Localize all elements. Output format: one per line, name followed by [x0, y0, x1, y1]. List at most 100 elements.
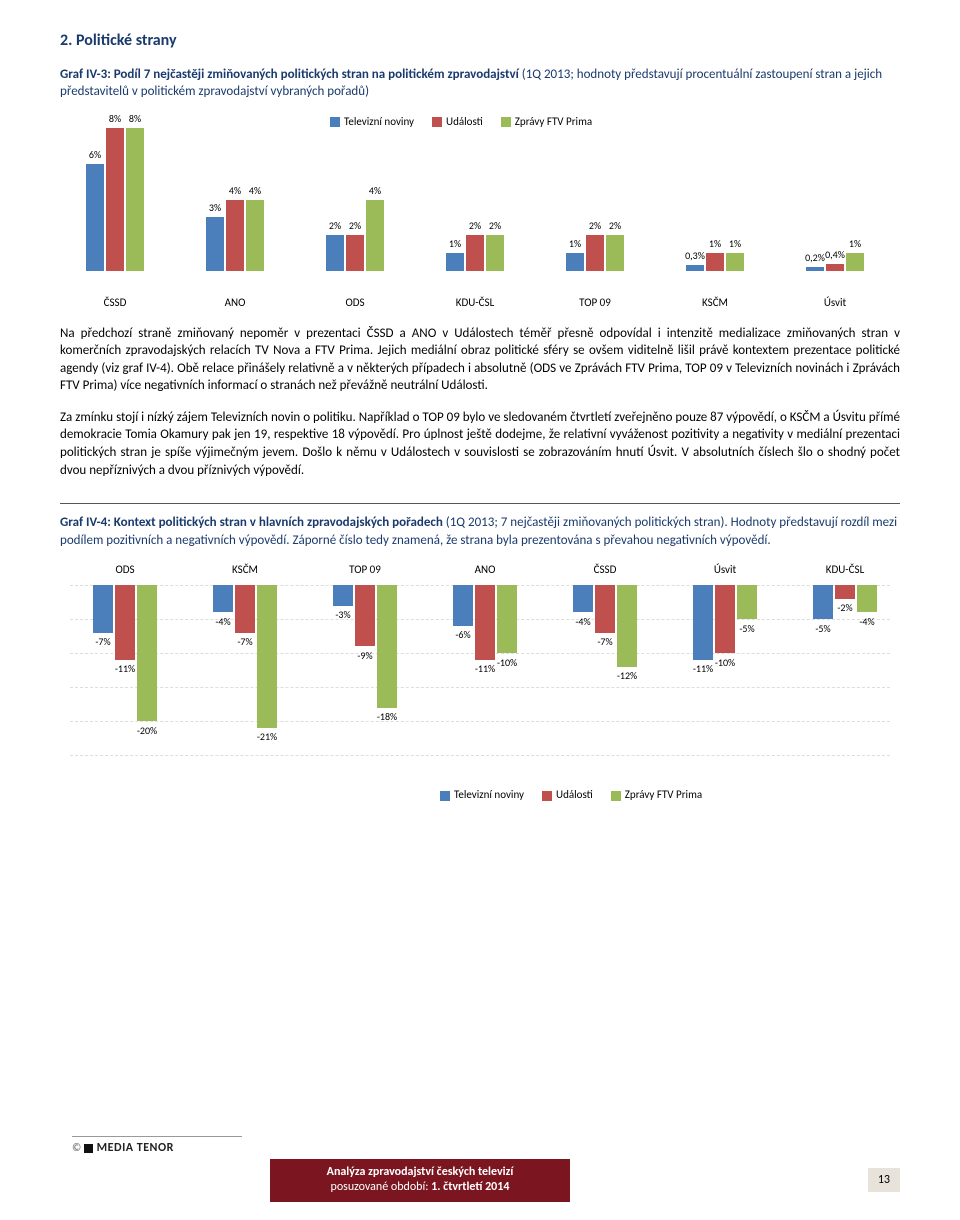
- bar: 1%: [706, 253, 724, 271]
- legend-label: Zprávy FTV Prima: [515, 115, 592, 128]
- chart2: -7%-11%-20%-4%-7%-21%-3%-9%-18%-6%-11%-1…: [70, 563, 890, 803]
- bar: 2%: [606, 235, 624, 271]
- bar-value-label: 0,3%: [685, 249, 705, 263]
- bar-value-label: 1%: [849, 237, 861, 251]
- bar-value-label: 4%: [249, 184, 261, 198]
- legend-label: Zprávy FTV Prima: [625, 788, 702, 801]
- bar: -7%: [235, 585, 255, 633]
- bar: 1%: [846, 253, 864, 271]
- x-axis-label: ANO: [200, 296, 270, 311]
- bar: -2%: [835, 585, 855, 599]
- bar-group: 0,2%0,4%1%: [800, 253, 870, 271]
- legend-swatch-icon: [432, 117, 442, 127]
- bar-value-label: -6%: [455, 628, 470, 642]
- bar-group: -4%-7%-12%: [560, 585, 650, 667]
- bar-value-label: -21%: [257, 730, 277, 744]
- bar-value-label: -5%: [739, 622, 754, 636]
- chart2-legend: Televizní noviny Události Zprávy FTV Prima: [440, 788, 702, 803]
- bar: 2%: [466, 235, 484, 271]
- bar-value-label: -12%: [617, 669, 637, 683]
- x-axis-label: ČSSD: [80, 296, 150, 311]
- bar-value-label: -11%: [115, 662, 135, 676]
- bar: -21%: [257, 585, 277, 728]
- bar: 6%: [86, 164, 104, 271]
- chart1-plot: 6%8%8%3%4%4%2%2%4%1%2%2%1%2%2%0,3%1%1%0,…: [70, 111, 890, 271]
- chart2-title-bold: Graf IV-4: Kontext politických stran v h…: [60, 515, 446, 530]
- bar: 4%: [246, 200, 264, 271]
- bar-value-label: -11%: [475, 662, 495, 676]
- footer-band-line1: Analýza zpravodajství českých televizí: [327, 1165, 514, 1179]
- bar-group: -6%-11%-10%: [440, 585, 530, 660]
- bar-group: -5%-2%-4%: [800, 585, 890, 619]
- bar-value-label: -4%: [215, 615, 230, 629]
- bar-value-label: 8%: [129, 112, 141, 126]
- logo-square-icon: [84, 1144, 93, 1153]
- bar: -6%: [453, 585, 473, 626]
- legend-item: Televizní noviny: [330, 115, 414, 130]
- chart1-legend: Televizní noviny Události Zprávy FTV Prima: [330, 115, 592, 130]
- section-heading: 2. Politické strany: [60, 30, 900, 52]
- legend-item: Události: [542, 788, 593, 803]
- bar-value-label: -18%: [377, 710, 397, 724]
- legend-label: Televizní noviny: [344, 115, 414, 128]
- bar: 8%: [126, 128, 144, 270]
- bar: 0,2%: [806, 267, 824, 271]
- bar-group: 6%8%8%: [80, 128, 150, 270]
- x-axis-label: TOP 09: [560, 296, 630, 311]
- bar: 4%: [226, 200, 244, 271]
- bar-value-label: -10%: [497, 656, 517, 670]
- legend-label: Události: [556, 788, 593, 801]
- bar-value-label: -10%: [715, 656, 735, 670]
- x-axis-label: Úsvit: [800, 296, 870, 311]
- bar: -11%: [115, 585, 135, 660]
- x-axis-label: ODS: [320, 296, 390, 311]
- bar: -5%: [813, 585, 833, 619]
- bar: 4%: [366, 200, 384, 271]
- bar: -7%: [93, 585, 113, 633]
- bar-value-label: -20%: [137, 724, 157, 738]
- bar: -4%: [857, 585, 877, 612]
- page-number: 13: [868, 1168, 900, 1192]
- bar-value-label: -5%: [815, 622, 830, 636]
- bar: 0,3%: [686, 265, 704, 270]
- footer-band: Analýza zpravodajství českých televizí p…: [270, 1159, 570, 1202]
- bar-group: -7%-11%-20%: [80, 585, 170, 721]
- bar-group: 3%4%4%: [200, 200, 270, 271]
- bar: 1%: [566, 253, 584, 271]
- brand-name: MEDIA TENOR: [97, 1140, 174, 1156]
- bar: -10%: [715, 585, 735, 653]
- bar-value-label: 2%: [489, 219, 501, 233]
- bar: -4%: [213, 585, 233, 612]
- bar-value-label: -7%: [95, 635, 110, 649]
- bar-value-label: -7%: [597, 635, 612, 649]
- bar-value-label: 4%: [229, 184, 241, 198]
- x-axis-label: ČSSD: [560, 563, 650, 578]
- legend-item: Zprávy FTV Prima: [501, 115, 592, 130]
- bar-value-label: 1%: [729, 237, 741, 251]
- bar-group: 2%2%4%: [320, 200, 390, 271]
- bar: -20%: [137, 585, 157, 721]
- copyright-symbol: ©: [72, 1141, 84, 1154]
- legend-item: Události: [432, 115, 483, 130]
- bar-value-label: 2%: [329, 219, 341, 233]
- bar-value-label: 8%: [109, 112, 121, 126]
- bar-value-label: 2%: [469, 219, 481, 233]
- bar-group: 0,3%1%1%: [680, 253, 750, 271]
- bar: -3%: [333, 585, 353, 605]
- footer-band-line2-value: 1. čtvrtletí 2014: [431, 1180, 509, 1194]
- bar: -7%: [595, 585, 615, 633]
- bar-value-label: 0,2%: [805, 251, 825, 265]
- bar: -9%: [355, 585, 375, 646]
- bar: 0,4%: [826, 264, 844, 271]
- bar-value-label: 6%: [89, 148, 101, 162]
- legend-swatch-icon: [611, 791, 621, 801]
- bar-group: -4%-7%-21%: [200, 585, 290, 728]
- bar: 2%: [346, 235, 364, 271]
- chart1: 6%8%8%3%4%4%2%2%4%1%2%2%1%2%2%0,3%1%1%0,…: [70, 111, 890, 311]
- bar-value-label: 1%: [709, 237, 721, 251]
- paragraph-2: Za zmínku stojí i nízký zájem Televizníc…: [60, 409, 900, 479]
- legend-item: Televizní noviny: [440, 788, 524, 803]
- legend-item: Zprávy FTV Prima: [611, 788, 702, 803]
- bar-value-label: 2%: [349, 219, 361, 233]
- bar-group: -11%-10%-5%: [680, 585, 770, 660]
